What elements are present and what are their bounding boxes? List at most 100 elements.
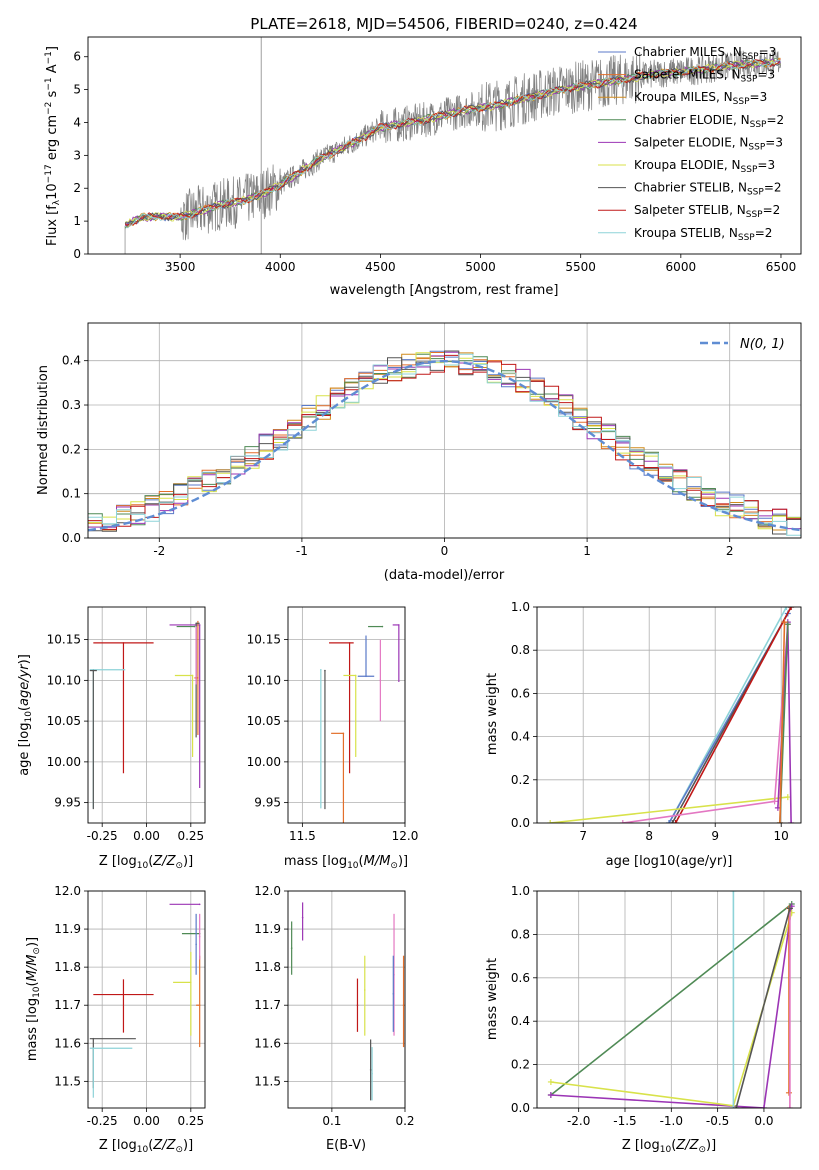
y-tick-label: 10.15: [47, 633, 81, 647]
x-tick-label: 0: [441, 544, 449, 558]
spectrum-xlabel: wavelength [Angstrom, rest frame]: [330, 283, 559, 298]
y-tick-label: 11.9: [254, 922, 281, 936]
y-tick-label: 0.8: [511, 643, 530, 657]
y-tick-label: 0.6: [511, 971, 530, 985]
plot-area: [290, 902, 405, 1101]
legend-entry: N(0, 1): [740, 337, 785, 352]
ebv-xlabel: E(B-V): [326, 1138, 366, 1153]
mass-weight-marker: [733, 1105, 740, 1108]
x-tick-label: 5000: [465, 260, 496, 274]
y-tick-label: 0.6: [511, 686, 530, 700]
data-point: [381, 625, 384, 628]
y-tick-label: 11.5: [254, 1074, 281, 1088]
axes-frame: [87, 606, 206, 824]
axes-frame: [87, 322, 802, 539]
y-tick-label: 10.10: [47, 673, 81, 687]
y-tick-label: 0.2: [511, 773, 530, 787]
mass-weight-marker: [788, 820, 795, 823]
mass-weight-marker: [760, 1105, 767, 1108]
figure-title: PLATE=2618, MJD=54506, FIBERID=0240, z=0…: [250, 15, 637, 33]
plot-area: [89, 620, 201, 810]
age-z-xlabel: Z [log10(Z/Z⊙)]: [99, 854, 193, 871]
axes-frame: [287, 606, 406, 824]
mass-weight-marker: [619, 820, 626, 823]
data-point: [369, 1069, 372, 1071]
data-point: [195, 622, 197, 625]
y-tick-label: 10.15: [247, 633, 281, 647]
data-point: [92, 1037, 95, 1040]
y-tick-label: 11.9: [54, 922, 81, 936]
data-point: [197, 677, 199, 679]
x-tick-label: 0.2: [395, 1114, 414, 1128]
x-tick-label: 1: [583, 544, 591, 558]
data-point: [324, 669, 326, 672]
mass-weight-line-0: [550, 903, 793, 1096]
axes-frame: [536, 890, 802, 1109]
plot-area: [89, 903, 201, 1098]
y-tick-label: 4: [73, 115, 81, 129]
legend-entry: Kroupa MILES, NSSP=3: [634, 90, 767, 107]
y-tick-label: 5: [73, 83, 81, 97]
legend-entry: Chabrier ELODIE, NSSP=2: [634, 113, 784, 130]
data-point: [354, 674, 357, 677]
mass-weight-marker: [786, 905, 793, 912]
legend-entry: Salpeter STELIB, NSSP=2: [634, 203, 780, 220]
x-tick-label: 8: [645, 829, 653, 843]
y-tick-label: 0.1: [62, 487, 81, 501]
plot-area: [124, 37, 782, 254]
data-point: [191, 674, 194, 677]
y-tick-label: 9.95: [254, 796, 281, 810]
y-tick-label: 0.3: [62, 398, 81, 412]
mass-weight-marker: [547, 820, 554, 823]
axes-frame: [536, 606, 802, 824]
data-point: [198, 903, 201, 906]
y-tick-label: 11.6: [54, 1036, 81, 1050]
y-tick-label: 10.00: [247, 755, 281, 769]
data-point: [371, 1072, 373, 1075]
legend-entry: Chabrier STELIB, NSSP=2: [634, 181, 782, 198]
data-point: [198, 1004, 201, 1007]
y-tick-label: 0.2: [511, 1058, 530, 1072]
massweight-z-ylabel: mass weight: [485, 958, 500, 1040]
data-point: [122, 642, 125, 644]
data-point: [198, 935, 201, 938]
mass-weight-line-3: [674, 607, 792, 823]
x-tick-label: -2.0: [567, 1114, 590, 1128]
mass-weight-marker: [788, 607, 795, 610]
legend-entry: Salpeter ELODIE, NSSP=3: [634, 135, 783, 152]
y-tick-label: 1.0: [511, 600, 530, 614]
mass-weight-marker: [669, 820, 676, 823]
y-tick-label: 0.4: [511, 730, 530, 744]
legend-entry: Kroupa STELIB, NSSP=2: [634, 226, 772, 243]
data-point: [301, 916, 304, 919]
panel-7: -2.0 -1.5 -1.0 -0.5 0.0 0.0 0.2 0.4 0.6 0.8 1.0: [511, 884, 802, 1128]
y-tick-label: 0.8: [511, 927, 530, 941]
y-tick-label: 10.00: [47, 755, 81, 769]
data-point: [198, 624, 201, 626]
y-tick-label: 11.8: [54, 960, 81, 974]
data-point: [392, 992, 395, 995]
y-tick-label: 11.8: [254, 960, 281, 974]
mass-weight-marker: [771, 798, 778, 805]
plot-area: [88, 350, 801, 536]
data-point: [92, 1047, 95, 1050]
y-tick-label: 0.0: [511, 1101, 530, 1115]
mass-weight-line-8: [779, 622, 786, 823]
data-point: [356, 1004, 359, 1007]
y-tick-label: 0.4: [511, 1014, 530, 1028]
x-tick-label: 11.5: [289, 829, 316, 843]
panel-2: -0.25 0.00 0.25 9.95 10.00 10.05 10.10 10.15: [47, 606, 206, 843]
panel-4: 7 8 9 10 0.0 0.2 0.4 0.6 0.8 1.0: [511, 600, 802, 843]
axes-frame: [287, 890, 406, 1109]
mass-weight-marker: [672, 820, 679, 823]
mass-weight-marker: [730, 891, 737, 894]
mass-weight-marker: [547, 1078, 554, 1085]
residual-ylabel: Normed distribution: [36, 365, 51, 495]
mass-weight-marker: [730, 1105, 737, 1108]
x-tick-label: -1.0: [660, 1114, 683, 1128]
y-tick-label: 3: [73, 148, 81, 162]
x-tick-label: -0.25: [87, 1114, 118, 1128]
legend-entry: Chabrier MILES, NSSP=3: [634, 45, 776, 62]
residual-xlabel: (data-model)/error: [384, 568, 505, 583]
